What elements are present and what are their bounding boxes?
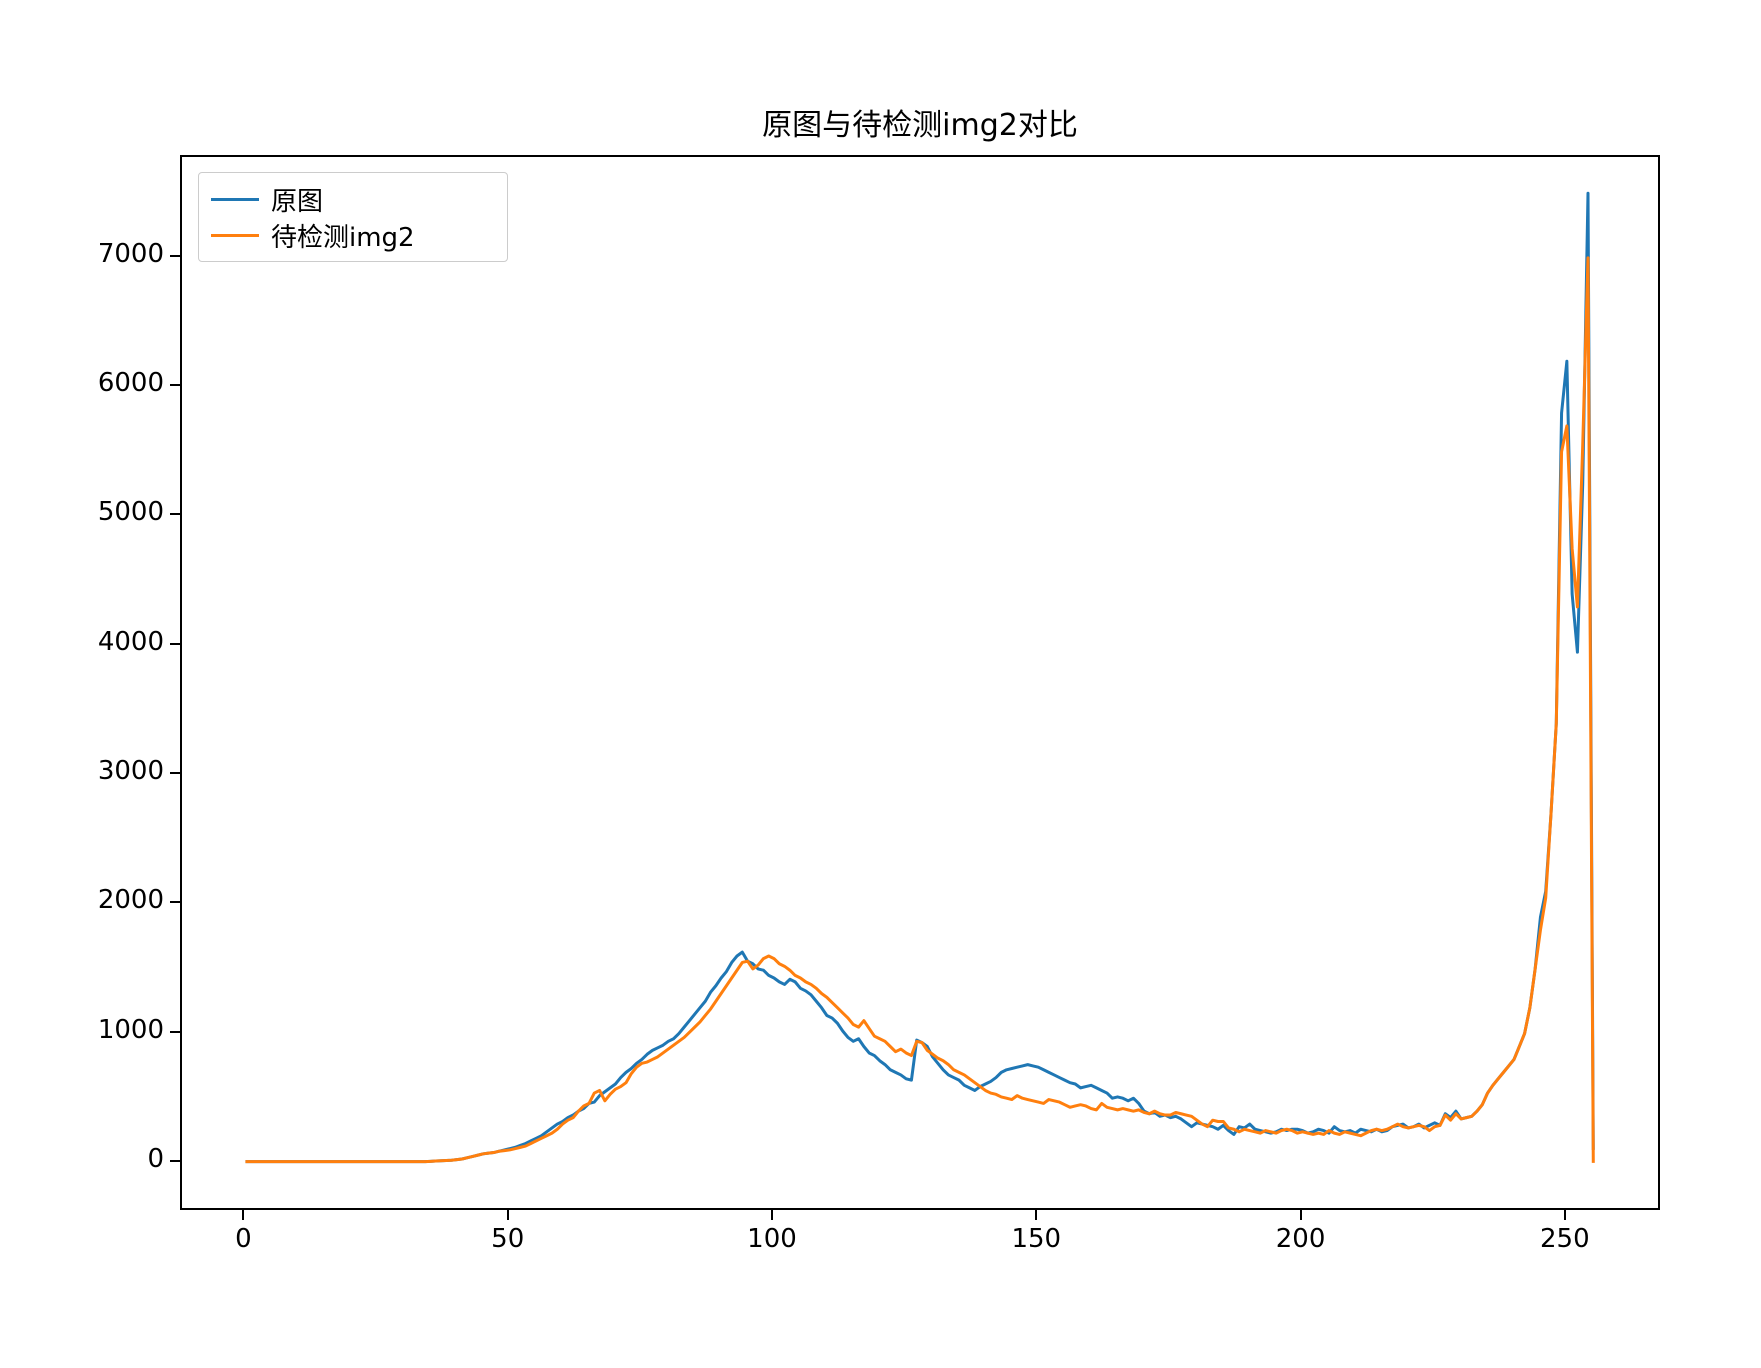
y-tick-mark xyxy=(170,772,180,774)
x-tick-mark xyxy=(771,1210,773,1220)
chart-title: 原图与待检测img2对比 xyxy=(180,100,1660,144)
y-tick-label: 3000 xyxy=(98,756,164,786)
y-tick-mark xyxy=(170,1160,180,1162)
y-tick-label: 0 xyxy=(147,1144,164,1174)
legend-swatch xyxy=(211,198,259,201)
x-tick-label: 150 xyxy=(996,1224,1076,1254)
x-tick-label: 50 xyxy=(468,1224,548,1254)
legend-label: 原图 xyxy=(271,181,323,218)
legend-item: 原图 xyxy=(211,181,495,217)
series-line-0 xyxy=(245,193,1593,1161)
x-tick-mark xyxy=(1300,1210,1302,1220)
y-tick-label: 7000 xyxy=(98,239,164,269)
line-plot-svg xyxy=(182,157,1662,1212)
series-line-1 xyxy=(245,258,1593,1163)
y-tick-label: 4000 xyxy=(98,627,164,657)
legend-swatch xyxy=(211,234,259,237)
legend: 原图待检测img2 xyxy=(198,172,508,262)
x-tick-label: 0 xyxy=(203,1224,283,1254)
y-tick-mark xyxy=(170,901,180,903)
x-tick-mark xyxy=(507,1210,509,1220)
x-tick-label: 200 xyxy=(1261,1224,1341,1254)
legend-label: 待检测img2 xyxy=(271,217,415,254)
y-tick-mark xyxy=(170,643,180,645)
y-tick-mark xyxy=(170,255,180,257)
y-tick-mark xyxy=(170,513,180,515)
y-tick-label: 6000 xyxy=(98,368,164,398)
plot-area xyxy=(180,155,1660,1210)
chart-container: 原图与待检测img2对比 原图待检测img2 0 50 100 150 200 250 0 1… xyxy=(0,0,1761,1368)
y-tick-mark xyxy=(170,384,180,386)
legend-item: 待检测img2 xyxy=(211,217,495,253)
y-tick-label: 2000 xyxy=(98,885,164,915)
x-tick-mark xyxy=(1564,1210,1566,1220)
x-tick-label: 100 xyxy=(732,1224,812,1254)
y-tick-mark xyxy=(170,1031,180,1033)
y-tick-label: 5000 xyxy=(98,497,164,527)
x-tick-label: 250 xyxy=(1525,1224,1605,1254)
y-tick-label: 1000 xyxy=(98,1015,164,1045)
x-tick-mark xyxy=(242,1210,244,1220)
x-tick-mark xyxy=(1035,1210,1037,1220)
